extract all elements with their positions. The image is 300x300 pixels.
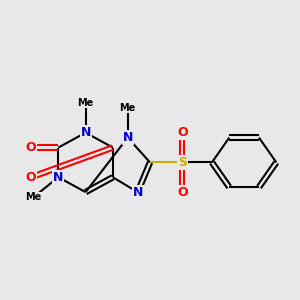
Text: Me: Me xyxy=(120,103,136,113)
Text: N: N xyxy=(80,126,91,139)
Text: S: S xyxy=(178,156,187,169)
Text: O: O xyxy=(177,126,188,139)
Text: N: N xyxy=(122,131,133,144)
Text: Me: Me xyxy=(26,192,42,202)
Text: N: N xyxy=(132,186,143,199)
Text: O: O xyxy=(26,141,36,154)
Text: N: N xyxy=(53,171,64,184)
Text: Me: Me xyxy=(77,98,94,108)
Text: O: O xyxy=(177,186,188,199)
Text: O: O xyxy=(26,171,36,184)
